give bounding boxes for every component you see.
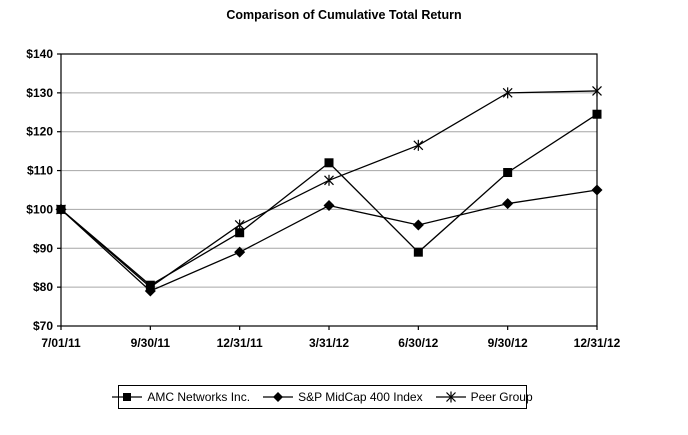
square-marker-icon xyxy=(235,228,245,238)
square-marker-icon xyxy=(592,109,602,119)
x-tick-label: 12/31/12 xyxy=(574,336,621,350)
legend-label-sp-midcap: S&P MidCap 400 Index xyxy=(298,390,423,404)
asterisk-marker-icon xyxy=(145,282,156,293)
series-line xyxy=(60,90,598,288)
y-tick-label: $100 xyxy=(26,202,53,216)
square-marker-icon xyxy=(112,393,143,401)
diamond-marker-icon xyxy=(323,200,335,212)
y-tick-label: $120 xyxy=(26,125,53,139)
asterisk-marker-icon xyxy=(56,204,66,215)
legend-item-sp-midcap: S&P MidCap 400 Index xyxy=(263,390,423,404)
asterisk-marker-icon xyxy=(234,220,245,230)
y-tick-label: $80 xyxy=(33,280,53,294)
legend-item-peer-group: Peer Group xyxy=(435,390,533,404)
diamond-marker-icon xyxy=(412,219,424,231)
asterisk-marker-icon xyxy=(502,87,513,98)
series-line xyxy=(60,113,598,286)
diamond-marker-icon xyxy=(502,198,514,210)
plot-area: $140 $130 $120 $110 $100 $90 $80 $70 7/01/11 9/30… xyxy=(26,47,621,350)
y-tick-label: $110 xyxy=(27,164,53,178)
chart-title: Comparison of Cumulative Total Return xyxy=(226,8,462,22)
x-tick-label: 9/30/12 xyxy=(488,336,528,350)
y-tick-label: $90 xyxy=(33,241,53,255)
legend-label-peer-group: Peer Group xyxy=(470,390,533,404)
asterisk-marker-icon xyxy=(592,85,602,96)
legend-label-amc-networks: AMC Networks Inc. xyxy=(147,390,251,404)
square-marker-icon xyxy=(503,168,513,178)
plot-border xyxy=(60,53,598,327)
asterisk-marker-icon xyxy=(435,391,466,403)
diamond-marker-icon xyxy=(591,184,603,196)
legend: AMC Networks Inc. S&P MidCap 400 Index P… xyxy=(112,385,533,409)
square-marker-icon xyxy=(324,158,334,168)
x-tick-label: 7/01/11 xyxy=(41,336,81,350)
asterisk-marker-icon xyxy=(413,140,424,151)
diamond-marker-icon xyxy=(234,246,246,258)
x-tick-label: 12/31/11 xyxy=(217,336,263,350)
x-tick-label: 6/30/12 xyxy=(398,336,438,350)
y-tick-label: $140 xyxy=(26,47,53,61)
asterisk-marker-icon xyxy=(324,175,334,186)
x-tick-label: 9/30/11 xyxy=(131,336,171,350)
square-marker-icon xyxy=(413,247,423,257)
y-tick-label: $70 xyxy=(33,319,53,333)
x-tick-label: 3/31/12 xyxy=(309,336,349,350)
legend-item-amc-networks: AMC Networks Inc. xyxy=(112,390,250,404)
y-tick-label: $130 xyxy=(26,86,53,100)
diamond-marker-icon xyxy=(263,392,294,402)
